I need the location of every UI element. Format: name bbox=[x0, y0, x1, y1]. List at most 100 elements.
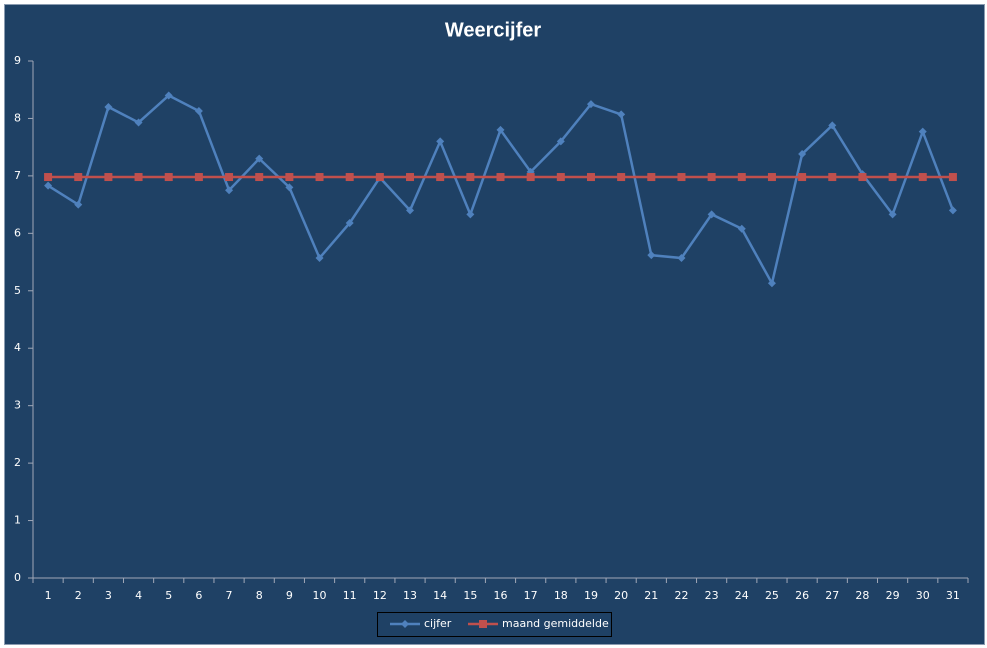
data-point bbox=[888, 173, 897, 182]
data-point bbox=[436, 173, 445, 182]
data-point bbox=[134, 118, 143, 127]
x-tick-label: 5 bbox=[165, 589, 172, 602]
data-point bbox=[194, 173, 203, 182]
y-tick-label: 4 bbox=[14, 341, 21, 354]
y-tick-label: 3 bbox=[14, 399, 21, 412]
y-tick-label: 2 bbox=[14, 456, 21, 469]
x-tick-label: 10 bbox=[313, 589, 327, 602]
x-tick-label: 9 bbox=[286, 589, 293, 602]
data-point bbox=[164, 173, 173, 182]
x-tick-label: 19 bbox=[584, 589, 598, 602]
legend-marker bbox=[401, 620, 409, 628]
x-tick-label: 12 bbox=[373, 589, 387, 602]
x-tick-label: 14 bbox=[433, 589, 447, 602]
x-tick-label: 13 bbox=[403, 589, 417, 602]
data-point bbox=[677, 254, 686, 263]
data-point bbox=[466, 173, 475, 182]
data-point bbox=[345, 218, 354, 227]
x-tick-label: 3 bbox=[105, 589, 112, 602]
x-tick-label: 18 bbox=[554, 589, 568, 602]
legend-marker bbox=[479, 620, 487, 628]
data-point bbox=[707, 173, 716, 182]
data-point bbox=[436, 137, 445, 146]
data-point bbox=[617, 173, 626, 182]
data-point bbox=[315, 173, 324, 182]
x-tick-label: 17 bbox=[524, 589, 538, 602]
data-point bbox=[828, 121, 837, 130]
data-point bbox=[767, 279, 776, 288]
data-point bbox=[828, 173, 837, 182]
data-point bbox=[406, 173, 415, 182]
data-point bbox=[285, 183, 294, 192]
x-tick-label: 1 bbox=[45, 589, 52, 602]
data-point bbox=[888, 210, 897, 219]
data-point bbox=[406, 206, 415, 215]
data-point bbox=[345, 173, 354, 182]
y-tick-label: 6 bbox=[14, 226, 21, 239]
x-tick-label: 27 bbox=[825, 589, 839, 602]
data-point bbox=[677, 173, 686, 182]
data-point bbox=[225, 186, 234, 195]
data-point bbox=[134, 173, 143, 182]
data-point bbox=[285, 173, 294, 182]
x-tick-label: 8 bbox=[256, 589, 263, 602]
data-point bbox=[526, 173, 535, 182]
data-point bbox=[707, 210, 716, 219]
legend-label: cijfer bbox=[424, 617, 452, 630]
data-point bbox=[255, 154, 264, 163]
legend-label: maand gemiddelde bbox=[502, 617, 609, 630]
x-tick-label: 11 bbox=[343, 589, 357, 602]
x-tick-label: 31 bbox=[946, 589, 960, 602]
data-point bbox=[737, 173, 746, 182]
data-point bbox=[164, 91, 173, 100]
data-point bbox=[737, 224, 746, 233]
chart-background bbox=[4, 4, 985, 645]
data-point bbox=[496, 125, 505, 134]
data-point bbox=[918, 173, 927, 182]
data-point bbox=[948, 173, 957, 182]
x-tick-label: 25 bbox=[765, 589, 779, 602]
data-point bbox=[104, 102, 113, 111]
data-point bbox=[466, 210, 475, 219]
x-tick-label: 16 bbox=[494, 589, 508, 602]
y-tick-label: 9 bbox=[14, 54, 21, 67]
data-point bbox=[798, 173, 807, 182]
data-point bbox=[647, 173, 656, 182]
x-tick-label: 21 bbox=[644, 589, 658, 602]
x-tick-label: 24 bbox=[735, 589, 749, 602]
data-point bbox=[74, 200, 83, 209]
x-tick-label: 7 bbox=[226, 589, 233, 602]
y-tick-label: 5 bbox=[14, 284, 21, 297]
y-tick-label: 8 bbox=[14, 111, 21, 124]
data-point bbox=[586, 173, 595, 182]
data-point bbox=[375, 173, 384, 182]
data-point bbox=[586, 100, 595, 109]
data-point bbox=[798, 150, 807, 159]
chart-title: Weercijfer bbox=[445, 19, 542, 41]
x-tick-label: 23 bbox=[705, 589, 719, 602]
x-tick-label: 28 bbox=[855, 589, 869, 602]
x-tick-label: 2 bbox=[75, 589, 82, 602]
y-tick-label: 0 bbox=[14, 571, 21, 584]
x-tick-label: 29 bbox=[886, 589, 900, 602]
data-point bbox=[194, 106, 203, 115]
data-point bbox=[918, 127, 927, 136]
data-point bbox=[556, 137, 565, 146]
x-tick-label: 26 bbox=[795, 589, 809, 602]
data-point bbox=[647, 251, 656, 260]
x-tick-label: 30 bbox=[916, 589, 930, 602]
data-point bbox=[74, 173, 83, 182]
data-point bbox=[44, 181, 53, 190]
x-tick-label: 15 bbox=[463, 589, 477, 602]
data-point bbox=[496, 173, 505, 182]
x-tick-label: 22 bbox=[674, 589, 688, 602]
data-point bbox=[556, 173, 565, 182]
data-point bbox=[617, 110, 626, 119]
data-point bbox=[315, 254, 324, 263]
y-tick-label: 7 bbox=[14, 169, 21, 182]
data-point bbox=[225, 173, 234, 182]
y-tick-label: 1 bbox=[14, 514, 21, 527]
data-point bbox=[255, 173, 264, 182]
